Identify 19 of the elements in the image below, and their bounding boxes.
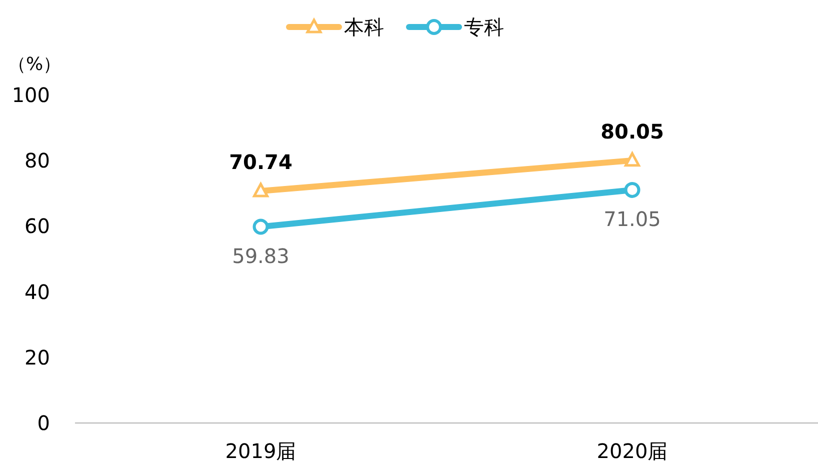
legend-label: 本科 [344, 15, 384, 39]
legend-label: 专科 [464, 15, 504, 39]
y-axis-title: （%） [8, 54, 62, 75]
data-label: 71.05 [604, 206, 661, 231]
y-tick-label: 20 [24, 345, 50, 370]
data-label: 70.74 [229, 150, 292, 174]
y-tick-label: 60 [24, 214, 50, 238]
data-label: 59.83 [232, 244, 290, 268]
point [624, 152, 640, 167]
point [252, 218, 269, 235]
y-tick-label: 80 [24, 148, 50, 173]
y-tick-label: 100 [12, 83, 50, 107]
point [624, 182, 640, 198]
y-tick-label: 0 [37, 411, 50, 435]
x-tick-label: 2019届 [225, 439, 296, 463]
y-tick-label: 40 [24, 280, 50, 304]
point [253, 182, 268, 198]
x-tick-label: 2020届 [596, 439, 668, 463]
data-label: 80.05 [600, 119, 664, 144]
